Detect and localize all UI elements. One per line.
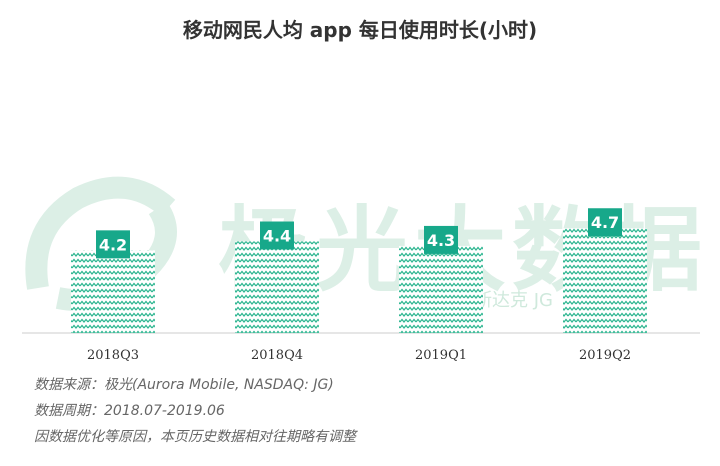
value-label-bg-2018Q3 (96, 230, 130, 259)
x-tick-label-2018Q4: 2018Q4 (251, 348, 303, 363)
value-label-bg-2018Q4 (260, 221, 294, 250)
adjustment-note: 因数据优化等原因，本页历史数据相对往期略有调整 (34, 429, 356, 445)
value-label-2018Q3: 4.2 (99, 235, 127, 254)
source-note: 数据来源：极光(Aurora Mobile, NASDAQ: JG) (34, 377, 334, 393)
value-label-bg-2019Q1 (424, 225, 458, 254)
watermark-subtext: 斯达克 JG (474, 290, 553, 311)
bar-2018Q4 (235, 241, 319, 333)
value-label-2018Q4: 4.4 (263, 227, 291, 246)
value-label-2019Q1: 4.3 (427, 231, 455, 250)
x-tick-label-2019Q2: 2019Q2 (579, 348, 631, 363)
chart-title: 移动网民人均 app 每日使用时长(小时) (182, 18, 538, 42)
x-tick-label-2018Q3: 2018Q3 (87, 348, 139, 363)
x-tick-label-2019Q1: 2019Q1 (415, 348, 467, 363)
value-label-2019Q2: 4.7 (591, 213, 619, 232)
period-note: 数据周期：2018.07-2019.06 (34, 403, 225, 419)
bar-2019Q2 (563, 228, 647, 333)
bar-2018Q3 (71, 250, 155, 333)
footer-notes: 数据来源：极光(Aurora Mobile, NASDAQ: JG) 数据周期：… (34, 372, 356, 450)
value-label-bg-2019Q2 (588, 208, 622, 237)
bar-2019Q1 (399, 245, 483, 333)
